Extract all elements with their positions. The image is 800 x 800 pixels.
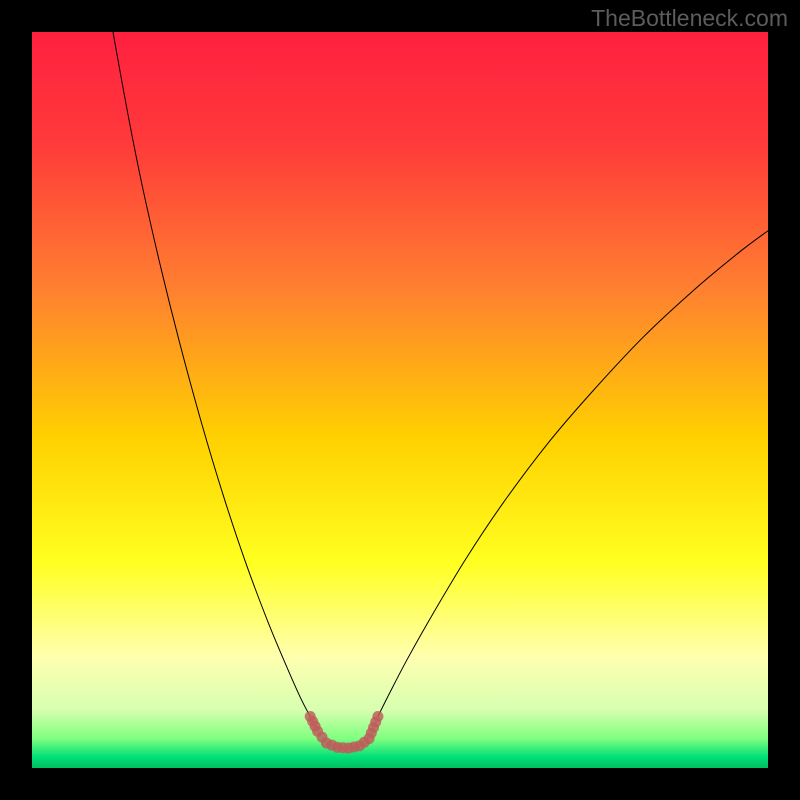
gradient-background: [32, 32, 768, 768]
bottleneck-chart: [0, 0, 800, 800]
frame-bottom: [0, 768, 800, 800]
frame-right: [768, 0, 800, 800]
watermark-text: TheBottleneck.com: [591, 5, 788, 32]
frame-left: [0, 0, 32, 800]
